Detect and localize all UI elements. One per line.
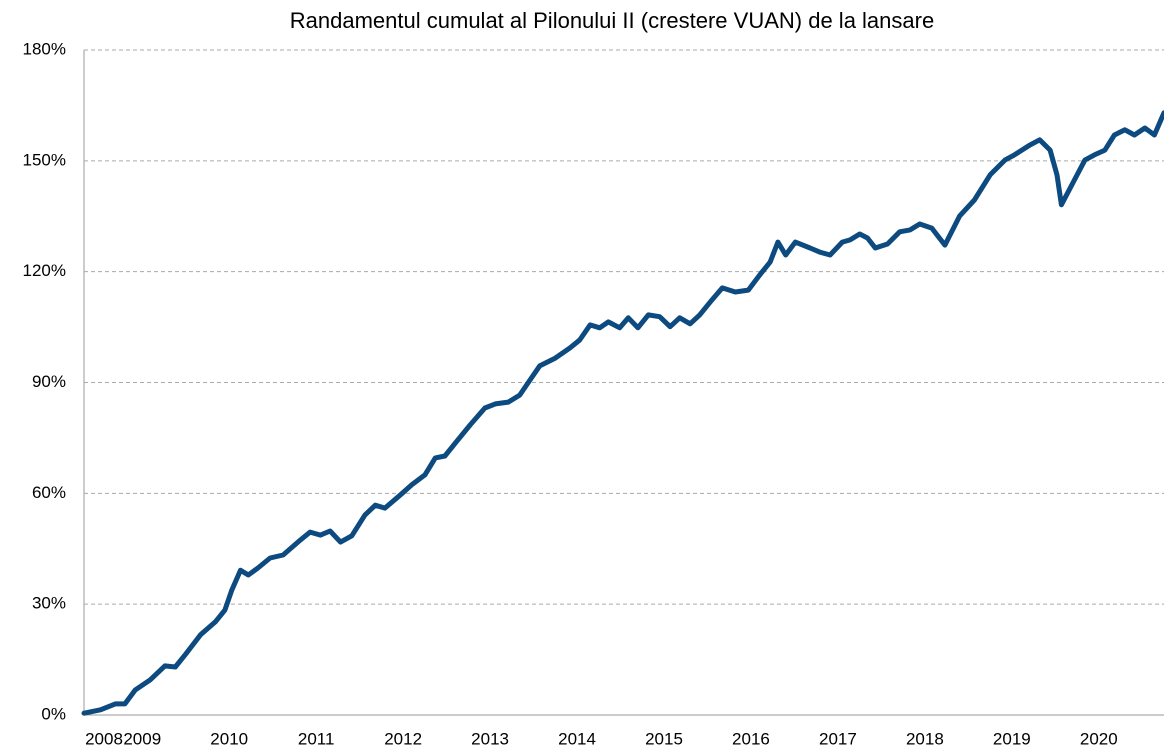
x-tick-label: 2014 (558, 729, 596, 748)
line (81, 110, 1164, 716)
y-tick-label: 150% (23, 150, 66, 169)
y-tick-label: 180% (23, 39, 66, 58)
x-tick-label: 2010 (210, 729, 248, 748)
x-tick-label: 2009 (123, 729, 161, 748)
x-tick-label: 2019 (993, 729, 1031, 748)
y-tick-label: 120% (23, 261, 66, 280)
y-tick-label: 30% (32, 594, 66, 613)
x-tick-label: 2020 (1080, 729, 1118, 748)
y-tick-label: 0% (41, 704, 66, 723)
x-tick-label: 2011 (298, 729, 335, 748)
y-tick-label: 90% (32, 372, 66, 391)
x-tick-label: 2017 (819, 729, 857, 748)
x-tick-label: 2008 (85, 729, 123, 748)
x-tick-label: 2015 (645, 729, 683, 748)
x-tick-label: 2013 (471, 729, 509, 748)
x-tick-label: 2012 (384, 729, 422, 748)
y-tick-label: 60% (32, 483, 66, 502)
chart-title: Randamentul cumulat al Pilonului II (cre… (290, 8, 934, 33)
x-tick-label: 2016 (732, 729, 770, 748)
x-tick-label: 2018 (906, 729, 944, 748)
